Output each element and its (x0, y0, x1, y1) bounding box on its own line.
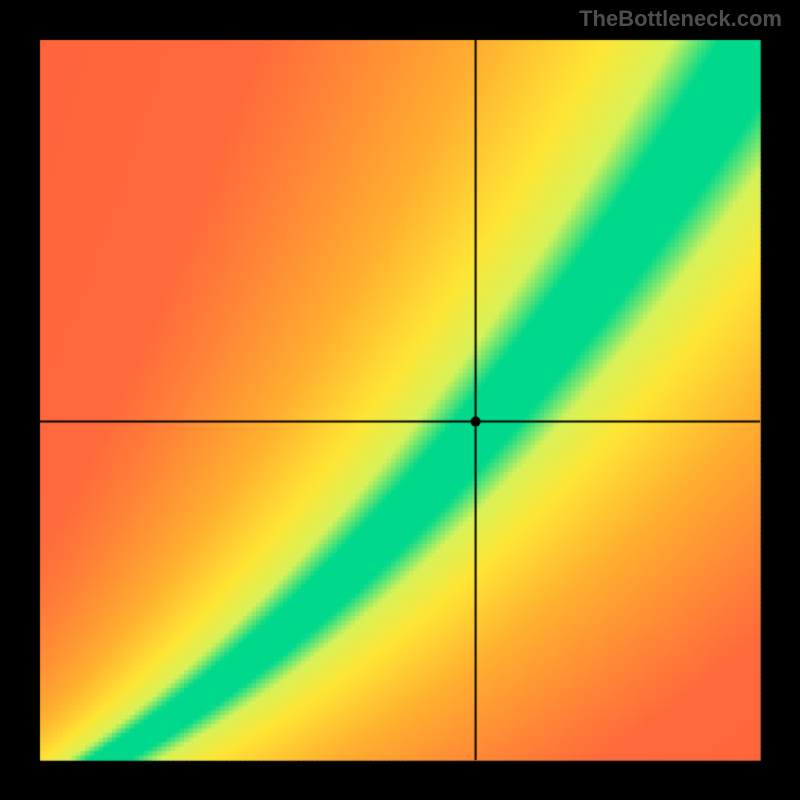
chart-wrapper: TheBottleneck.com (0, 0, 800, 800)
plot-interactive-region[interactable] (40, 40, 760, 760)
watermark-text: TheBottleneck.com (579, 6, 782, 32)
chart-background (0, 0, 800, 800)
